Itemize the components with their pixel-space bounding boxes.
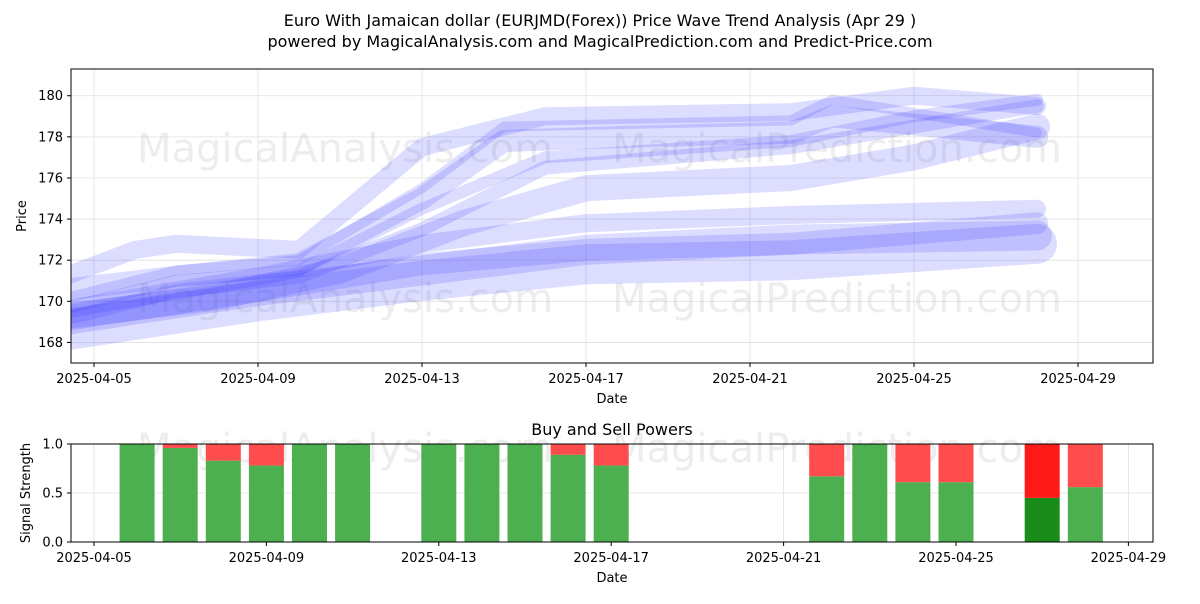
signal-y-tick-label: 0.5 <box>42 487 63 502</box>
buy-bar <box>507 444 543 542</box>
wave-band-upper <box>71 99 1044 325</box>
price-panel: MagicalAnalysis.com MagicalPrediction.com… <box>15 68 1154 407</box>
sell-bar <box>205 444 241 461</box>
buy-bar <box>248 465 284 542</box>
signal-y-tick-label: 1.0 <box>42 438 63 453</box>
buy-bar <box>335 444 371 542</box>
signal-x-tick-label: 2025-04-21 <box>746 551 822 566</box>
signal-x-tick-label: 2025-04-05 <box>56 551 132 566</box>
buy-bar <box>1067 487 1103 542</box>
wave-bands <box>71 86 1057 350</box>
watermark-text: MagicalPrediction.com <box>612 126 1062 172</box>
price-x-tick-label: 2025-04-17 <box>548 372 624 387</box>
sell-bar <box>895 444 931 483</box>
wave-band-lower <box>71 223 1057 350</box>
signal-y-tick-label: 0.0 <box>42 536 63 551</box>
buy-bar <box>895 482 931 542</box>
buy-bar <box>119 444 155 542</box>
signal-x-tick-label: 2025-04-29 <box>1091 551 1167 566</box>
price-x-tick-label: 2025-04-09 <box>220 372 296 387</box>
price-y-tick-label: 168 <box>38 336 63 351</box>
buy-bar <box>464 444 500 542</box>
signal-x-tick-label: 2025-04-25 <box>918 551 994 566</box>
buy-bar <box>938 482 974 542</box>
signal-panel: MagicalAnalysis.comMagicalPrediction.com… <box>19 426 1166 586</box>
price-x-tick-label: 2025-04-05 <box>56 372 132 387</box>
wave-band-lower <box>71 220 1052 335</box>
chart-title: Euro With Jamaican dollar (EURJMD(Forex)… <box>284 11 916 30</box>
sell-bar <box>809 444 845 477</box>
sell-bar <box>938 444 974 483</box>
price-x-tick-label: 2025-04-13 <box>384 372 460 387</box>
wave-band-lower <box>71 199 1046 318</box>
chart-subtitle: powered by MagicalAnalysis.com and Magic… <box>267 32 932 51</box>
watermark-text: MagicalAnalysis.com <box>137 276 553 322</box>
signal-y-axis-label: Signal Strength <box>19 443 34 543</box>
wave-band-upper <box>71 86 1046 284</box>
price-x-axis-label: Date <box>596 392 627 407</box>
buy-bar <box>852 444 888 542</box>
wave-band-lower <box>71 212 1048 331</box>
signal-x-axis-label: Date <box>596 571 627 586</box>
buy-bar <box>292 444 327 542</box>
buy-bar <box>1024 497 1060 542</box>
price-x-tick-label: 2025-04-25 <box>876 372 952 387</box>
sell-bar <box>162 444 198 448</box>
buy-bar <box>593 465 629 542</box>
signal-x-tick-label: 2025-04-09 <box>229 551 305 566</box>
watermark-text: MagicalPrediction.com <box>612 276 1062 322</box>
buy-bar <box>421 444 457 542</box>
buy-bar <box>205 460 241 542</box>
wave-band-upper <box>71 113 1050 329</box>
price-x-tick-label: 2025-04-29 <box>1040 372 1116 387</box>
sell-bar <box>248 444 284 466</box>
price-y-tick-label: 178 <box>38 130 63 145</box>
wave-band-upper <box>71 105 1048 300</box>
price-x-tick-label: 2025-04-21 <box>712 372 788 387</box>
sell-bar <box>1067 444 1103 488</box>
bars-title: Buy and Sell Powers <box>531 420 693 439</box>
buy-bar <box>809 476 845 542</box>
price-frame <box>70 68 1154 364</box>
price-y-tick-label: 172 <box>38 254 63 269</box>
buy-bar <box>550 454 586 542</box>
price-y-tick-label: 170 <box>38 295 63 310</box>
buy-bar <box>162 447 198 542</box>
price-y-tick-label: 174 <box>38 213 63 228</box>
sell-bar <box>593 444 629 466</box>
sell-bar <box>550 444 586 455</box>
price-y-tick-label: 180 <box>38 89 63 104</box>
price-plot-area <box>71 69 1153 363</box>
wave-band-upper <box>71 93 1043 314</box>
signal-x-tick-label: 2025-04-13 <box>401 551 477 566</box>
sell-bar <box>1024 444 1060 498</box>
watermark-text: MagicalAnalysis.com <box>137 126 553 172</box>
signal-x-tick-label: 2025-04-17 <box>573 551 649 566</box>
price-y-tick-label: 176 <box>38 171 63 186</box>
wave-band-upper <box>71 94 1042 302</box>
price-y-axis-label: Price <box>15 200 30 232</box>
